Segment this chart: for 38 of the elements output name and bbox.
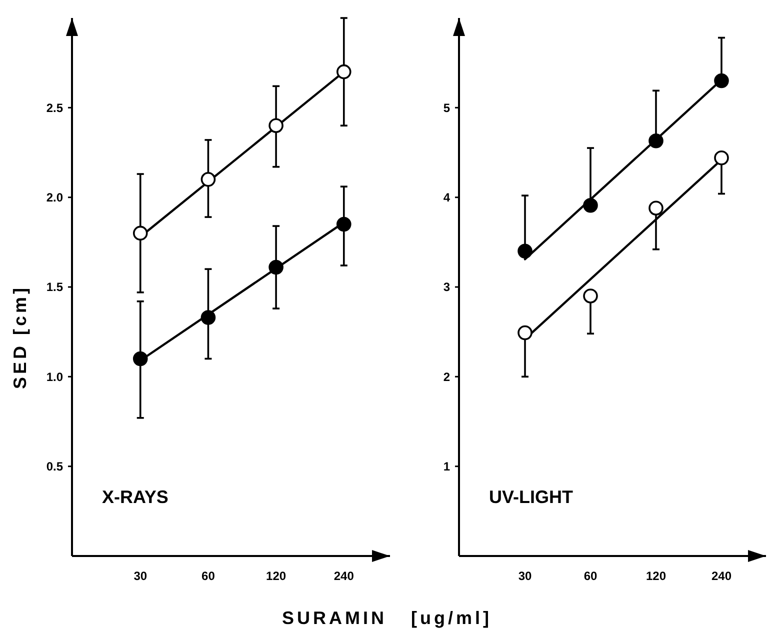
point	[132, 351, 148, 366]
point	[268, 118, 284, 133]
x-tick-label: 30	[518, 569, 532, 583]
y-tick-label: 2	[443, 370, 450, 384]
point	[132, 226, 148, 241]
y-tick-label: 4	[443, 190, 450, 205]
x-tick-label: 240	[711, 569, 732, 583]
point	[336, 216, 352, 232]
y-tick-label: 2.0	[46, 190, 64, 205]
y-tick-label: 1.0	[46, 370, 64, 384]
point	[200, 310, 216, 325]
y-tick-label: 1.5	[46, 280, 64, 294]
x-tick-label: 240	[334, 569, 354, 583]
point	[268, 260, 284, 275]
y-tick-label: 3	[443, 280, 450, 294]
y-tick-label: 1	[443, 460, 450, 474]
point	[583, 198, 598, 213]
y-tick-label: 5	[443, 100, 450, 115]
point	[714, 150, 729, 166]
y-axis-title: SED [cm]	[10, 284, 30, 390]
point	[336, 64, 352, 80]
x-axis-title: SURAMIN [ug/ml]	[282, 608, 492, 628]
point	[714, 73, 729, 88]
x-tick-label: 60	[584, 569, 598, 583]
point	[518, 325, 532, 340]
point	[648, 200, 664, 216]
y-tick-label: 0.5	[46, 460, 64, 474]
point	[200, 172, 216, 187]
point	[583, 288, 598, 304]
x-tick-label: 30	[134, 569, 148, 583]
annotation: UV-LIGHT	[489, 487, 573, 507]
point	[518, 244, 532, 259]
x-tick-label: 120	[266, 569, 286, 583]
annotation: X-RAYS	[102, 487, 168, 507]
x-tick-label: 60	[202, 569, 216, 583]
y-tick-label: 2.5	[46, 100, 64, 115]
point	[648, 133, 664, 148]
x-tick-label: 120	[646, 569, 666, 583]
